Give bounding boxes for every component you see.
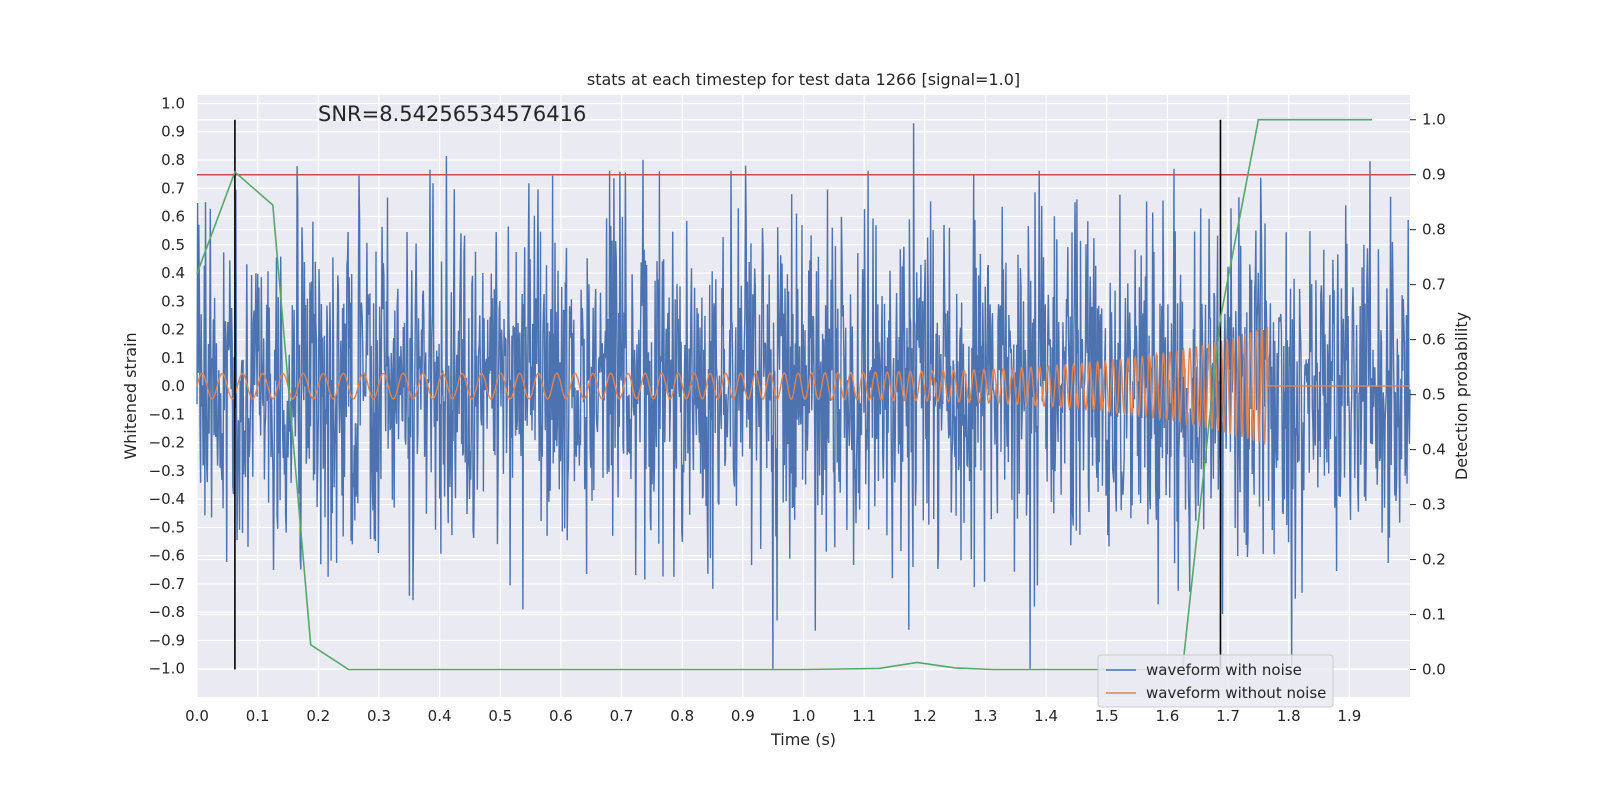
y-tick-label: 0.7 — [161, 179, 185, 197]
x-tick-label: 0.5 — [488, 707, 512, 725]
x-tick-label: 0.4 — [428, 707, 452, 725]
y-tick-label: −0.9 — [149, 631, 185, 649]
y-tick-label: 0.4 — [161, 264, 185, 282]
x-tick-label: 1.0 — [792, 707, 816, 725]
x-tick-label: 0.8 — [670, 707, 694, 725]
y-tick-label: −0.2 — [149, 434, 185, 452]
x-tick-label: 1.9 — [1337, 707, 1361, 725]
y2-tick-label: 0.7 — [1422, 276, 1446, 294]
y2-tick-label: 0.4 — [1422, 441, 1446, 459]
y-tick-label: −0.8 — [149, 603, 185, 621]
x-tick-label: 1.1 — [852, 707, 876, 725]
y-tick-label: 0.5 — [161, 236, 185, 254]
y2-tick-label: 1.0 — [1422, 111, 1446, 129]
x-tick-label: 0.7 — [610, 707, 634, 725]
ticks-layer: 0.0 0.1 0.2 0.3 0.4 0.5 0.6 0.7 0.8 0.9 1.0 1.1 1.2 1… — [149, 94, 1446, 725]
x-tick-label: 0.0 — [185, 707, 209, 725]
legend: waveform with noise waveform without noi… — [1097, 654, 1334, 708]
y2-tick-label: 0.1 — [1422, 606, 1446, 624]
x-tick-label: 1.2 — [913, 707, 937, 725]
x-tick-label: 1.7 — [1216, 707, 1240, 725]
legend-box — [1097, 654, 1334, 708]
series-waveform-without-noise — [196, 327, 1410, 445]
y-tick-label: 0.0 — [161, 377, 185, 395]
y-tick-label: −0.5 — [149, 518, 185, 536]
y-tick-label: −0.3 — [149, 462, 185, 480]
y-tick-label: −0.6 — [149, 547, 185, 565]
y2-tick-label: 0.8 — [1422, 221, 1446, 239]
snr-annotation: SNR=8.54256534576416 — [318, 102, 586, 126]
x-tick-label: 1.4 — [1034, 707, 1058, 725]
x-tick-label: 1.3 — [974, 707, 998, 725]
y-axis-label: Whitened strain — [121, 332, 140, 459]
y-tick-label: 0.6 — [161, 208, 185, 226]
x-tick-label: 0.1 — [246, 707, 270, 725]
y-tick-label: −0.1 — [149, 405, 185, 423]
y2-tick-label: 0.0 — [1422, 661, 1446, 679]
x-axis-label: Time (s) — [770, 730, 836, 749]
y2-tick-label: 0.5 — [1422, 386, 1446, 404]
y-tick-label: 0.2 — [161, 321, 185, 339]
x-tick-label: 1.6 — [1155, 707, 1179, 725]
x-tick-label: 0.6 — [549, 707, 573, 725]
x-tick-label: 0.3 — [367, 707, 391, 725]
x-tick-label: 0.2 — [306, 707, 330, 725]
y2-axis-label: Detection probability — [1452, 312, 1471, 480]
y-tick-label: 0.3 — [161, 292, 185, 310]
y-tick-label: 0.1 — [161, 349, 185, 367]
y-tick-label: −0.4 — [149, 490, 185, 508]
y2-tick-label: 0.3 — [1422, 496, 1446, 514]
x-tick-label: 0.9 — [731, 707, 755, 725]
legend-label-clean: waveform without noise — [1146, 684, 1326, 702]
chart-title: stats at each timestep for test data 126… — [587, 70, 1020, 89]
y-tick-label: 1.0 — [161, 94, 185, 112]
x-tick-label: 1.5 — [1095, 707, 1119, 725]
y2-tick-label: 0.6 — [1422, 331, 1446, 349]
y2-tick-label: 0.9 — [1422, 166, 1446, 184]
y-tick-label: 0.8 — [161, 151, 185, 169]
y-tick-label: −0.7 — [149, 575, 185, 593]
y-tick-label: 0.9 — [161, 123, 185, 141]
legend-label-noise: waveform with noise — [1146, 661, 1302, 679]
y-tick-label: −1.0 — [149, 660, 185, 678]
y2-tick-label: 0.2 — [1422, 551, 1446, 569]
x-tick-label: 1.8 — [1277, 707, 1301, 725]
